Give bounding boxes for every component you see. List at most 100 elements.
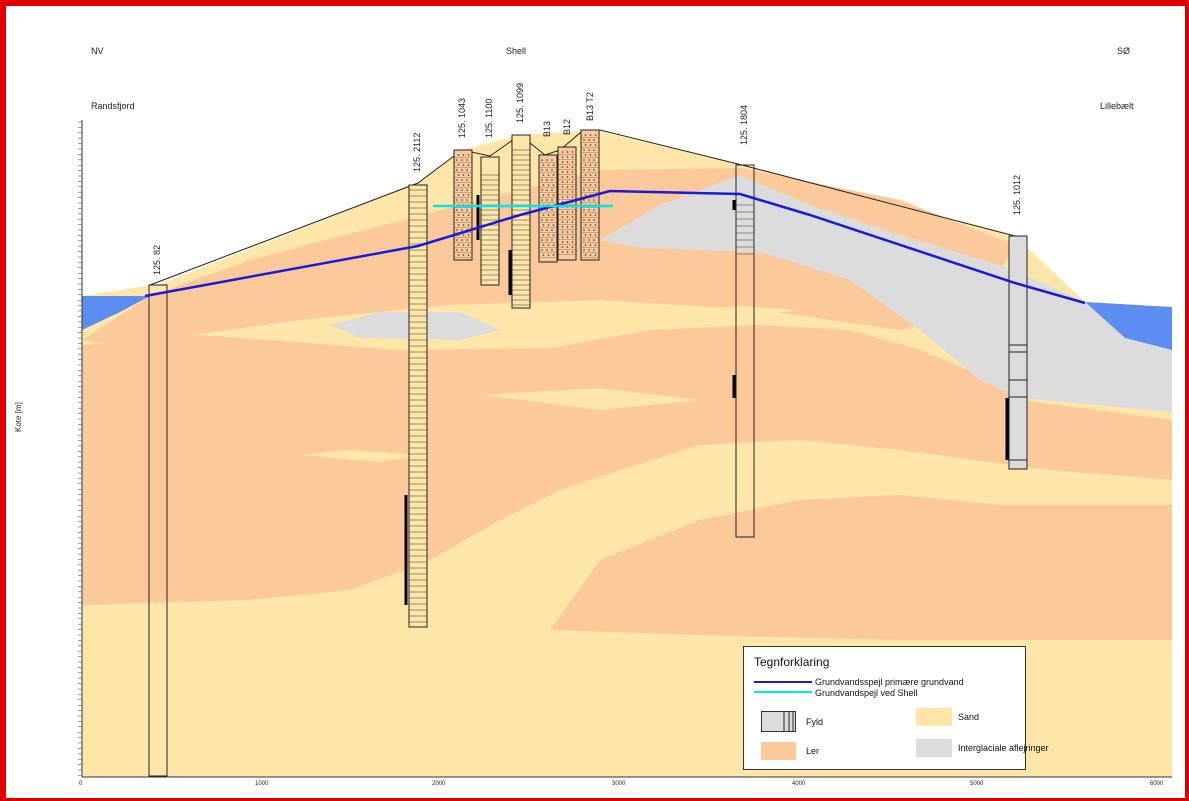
legend-title: Tegnforklaring bbox=[754, 655, 830, 669]
borehole-125-1804[interactable] bbox=[732, 164, 755, 538]
sand-dot-mark bbox=[542, 194, 545, 196]
sand-dot-mark bbox=[566, 241, 569, 243]
sand-dot-mark bbox=[546, 199, 548, 201]
sand-dot-mark bbox=[566, 161, 569, 163]
sand-dot-mark bbox=[561, 226, 564, 228]
sand-dot-mark bbox=[571, 236, 574, 238]
borehole-b13-t2[interactable] bbox=[580, 129, 600, 261]
sand-dot-mark bbox=[566, 211, 569, 213]
sand-dot-mark bbox=[571, 196, 574, 198]
x-tick-3000: 3000 bbox=[612, 781, 626, 787]
sand-dot-mark bbox=[552, 174, 555, 176]
sand-dot-mark bbox=[547, 174, 550, 176]
sand-dot-mark bbox=[561, 176, 564, 178]
sand-dot-mark bbox=[552, 214, 555, 216]
sand-dot-mark bbox=[583, 159, 585, 161]
sand-dot-mark bbox=[571, 211, 574, 213]
sand-dot-mark bbox=[561, 231, 564, 233]
x-tick-0: 0 bbox=[79, 781, 83, 787]
sand-dot-mark bbox=[571, 241, 574, 243]
sand-dot-mark bbox=[461, 229, 463, 231]
sand-dot-mark bbox=[552, 254, 555, 256]
sand-dot-mark bbox=[547, 244, 550, 246]
sand-dot-mark bbox=[594, 234, 597, 236]
legend-interglacial-swatch bbox=[916, 739, 952, 757]
sand-dot-mark bbox=[571, 216, 574, 218]
sand-dot-mark bbox=[456, 239, 458, 241]
sand-dot-mark bbox=[561, 196, 564, 198]
sand-dot-mark bbox=[583, 209, 585, 211]
sand-dot-mark bbox=[461, 219, 463, 221]
sand-dot-mark bbox=[583, 179, 585, 181]
sand-dot-mark bbox=[466, 179, 468, 181]
borehole-125-2112[interactable] bbox=[404, 184, 428, 628]
sand-dot-mark bbox=[571, 226, 574, 228]
sand-dot-mark bbox=[467, 214, 470, 216]
sand-dot-mark bbox=[461, 239, 463, 241]
borehole-125-1012[interactable] bbox=[1005, 235, 1028, 470]
sand-dot-mark bbox=[566, 196, 569, 198]
sand-dot-mark bbox=[594, 184, 597, 186]
sand-dot-mark bbox=[583, 139, 585, 141]
sand-dot-mark bbox=[561, 246, 564, 248]
legend-shell-label: Grundvandspejl ved Shell bbox=[815, 688, 918, 698]
sand-dot-mark bbox=[547, 234, 550, 236]
sand-dot-mark bbox=[589, 224, 592, 226]
sand-dot-mark bbox=[546, 209, 548, 211]
sand-dot-mark bbox=[589, 184, 592, 186]
sand-dot-mark bbox=[566, 231, 569, 233]
sand-dot-mark bbox=[583, 189, 585, 191]
sand-dot-mark bbox=[583, 149, 585, 151]
sand-dot-mark bbox=[561, 221, 564, 223]
sand-dot-mark bbox=[571, 246, 574, 248]
sand-dot-mark bbox=[466, 249, 468, 251]
x-tick-4000: 4000 bbox=[792, 781, 806, 787]
sand-dot-mark bbox=[456, 229, 458, 231]
sand-dot-mark bbox=[571, 191, 574, 193]
interglacial-body-right bbox=[600, 175, 1172, 412]
sand-dot-mark bbox=[566, 216, 569, 218]
sand-dot-mark bbox=[588, 229, 590, 231]
sand-dot-mark bbox=[456, 249, 458, 251]
sand-dot-mark bbox=[583, 239, 585, 241]
sand-dot-mark bbox=[583, 199, 585, 201]
sand-dot-mark bbox=[462, 244, 465, 246]
sand-dot-mark bbox=[467, 184, 470, 186]
sand-dot-mark bbox=[561, 251, 564, 253]
borehole-125-1100[interactable] bbox=[476, 156, 500, 286]
sand-dot-mark bbox=[466, 239, 468, 241]
sand-dot-mark bbox=[594, 134, 597, 136]
sand-dot-mark bbox=[462, 154, 465, 156]
sand-dot-mark bbox=[593, 189, 595, 191]
sand-dot-mark bbox=[547, 224, 550, 226]
sand-dot-mark bbox=[589, 144, 592, 146]
sand-dot-mark bbox=[584, 164, 587, 166]
sand-dot-mark bbox=[571, 251, 574, 253]
sand-dot-mark bbox=[561, 171, 564, 173]
borehole-label-125-1043: 125. 1043 bbox=[457, 97, 467, 138]
sand-dot-mark bbox=[588, 149, 590, 151]
borehole-label-125-82: 125. 82 bbox=[152, 244, 162, 275]
sand-dot-mark bbox=[589, 214, 592, 216]
legend-fyld-swatch bbox=[761, 711, 796, 732]
sand-dot-mark bbox=[457, 244, 460, 246]
sand-dot-mark bbox=[461, 189, 463, 191]
groundwater-primary-line bbox=[144, 189, 1086, 305]
sand-dot-mark bbox=[571, 171, 574, 173]
sand-dot-mark bbox=[457, 184, 460, 186]
sand-dot-mark bbox=[467, 244, 470, 246]
sand-dot-mark bbox=[466, 189, 468, 191]
sand-dot-mark bbox=[588, 159, 590, 161]
sand-dot-mark bbox=[466, 199, 468, 201]
sand-dot-mark bbox=[571, 151, 574, 153]
borehole-125-82[interactable] bbox=[148, 284, 168, 777]
sand-dot-mark bbox=[594, 174, 597, 176]
sand-dot-mark bbox=[546, 169, 548, 171]
sand-dot-mark bbox=[457, 214, 460, 216]
borehole-125-1099[interactable] bbox=[508, 134, 531, 309]
sand-dot-mark bbox=[566, 191, 569, 193]
sand-dot-mark bbox=[566, 171, 569, 173]
sand-dot-mark bbox=[551, 209, 553, 211]
sand-dot-mark bbox=[552, 234, 555, 236]
